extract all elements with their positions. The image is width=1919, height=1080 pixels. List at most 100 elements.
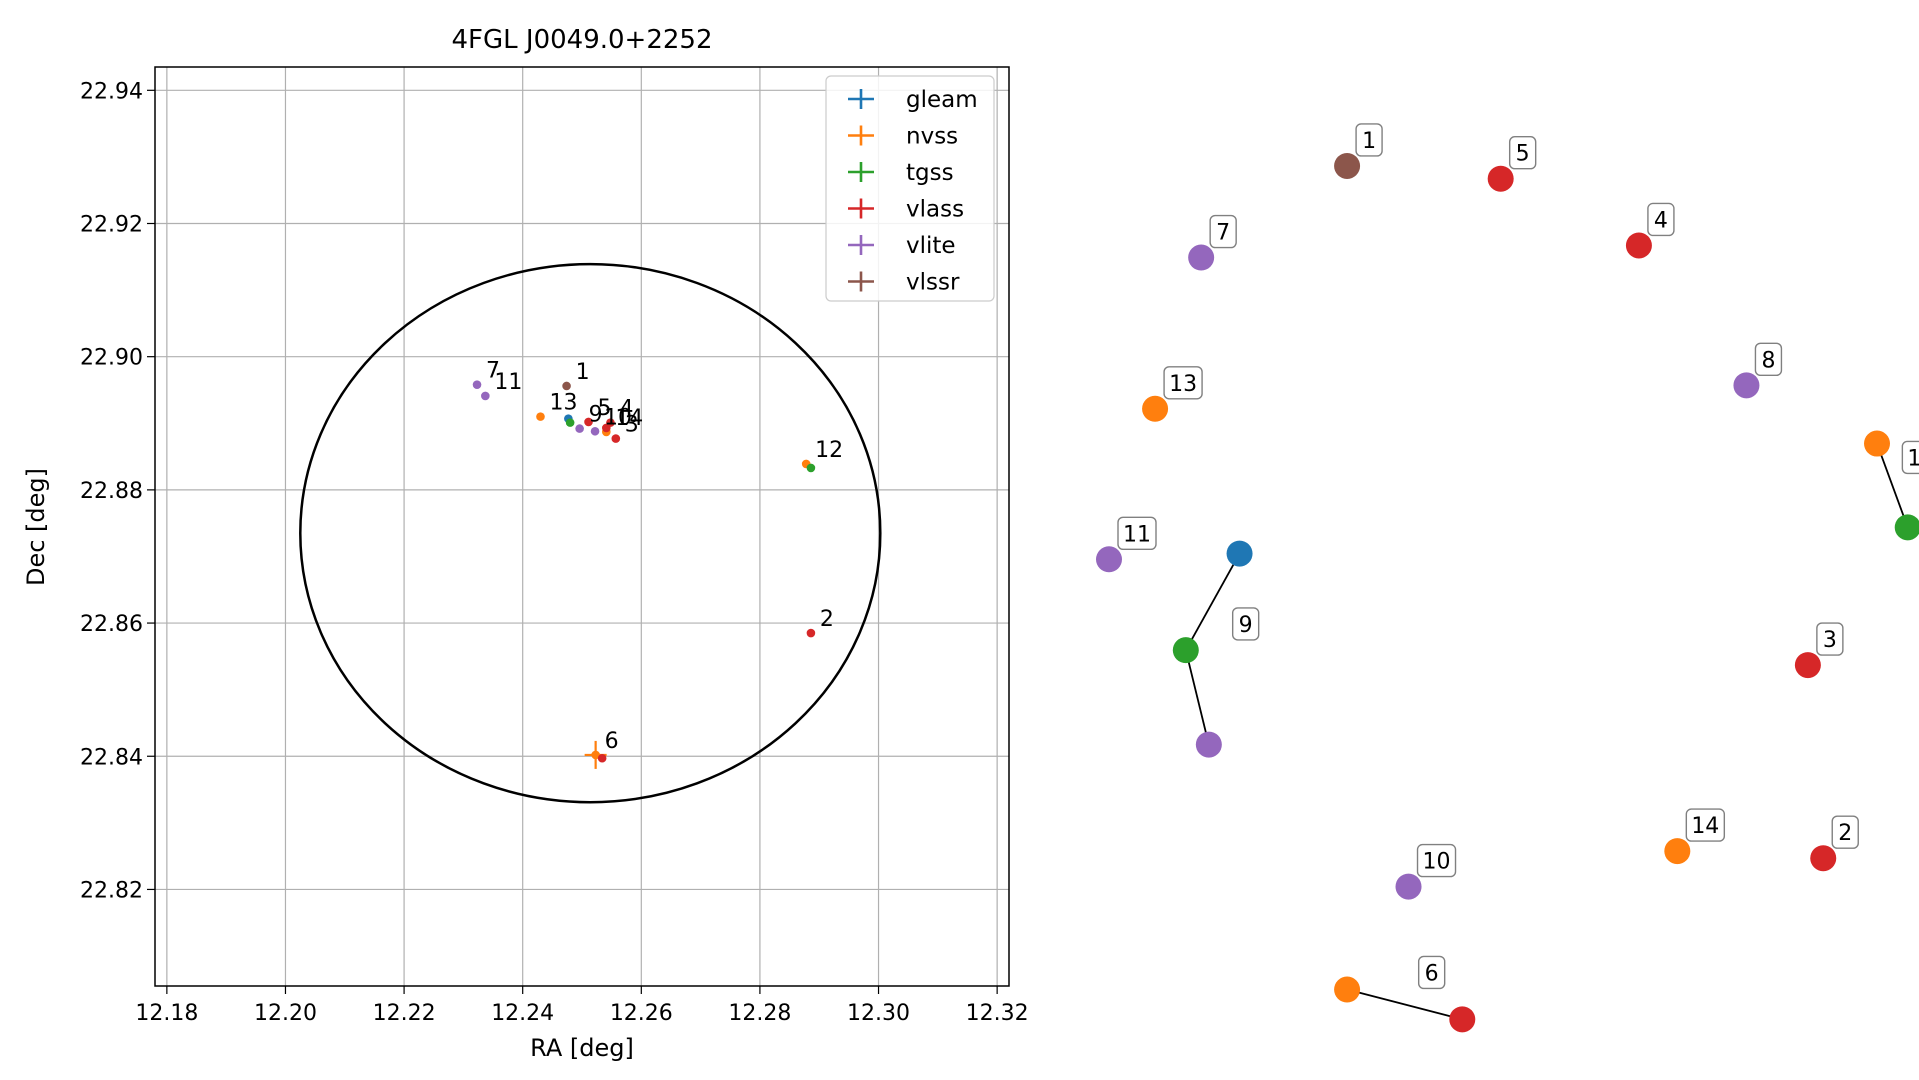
graph-label-box (1163, 366, 1203, 400)
graph-node-vlass (1449, 1006, 1476, 1033)
graph-node-vlssr (1334, 152, 1361, 179)
legend-label-vlite: vlite (906, 233, 956, 259)
graph-label: 7 (1216, 221, 1230, 246)
graph-edge (1184, 649, 1210, 745)
legend-label-vlssr: vlssr (906, 270, 960, 296)
graph-node-nvss (1334, 976, 1361, 1003)
graph-label-box (1816, 622, 1844, 656)
graph-node-nvss (1142, 395, 1169, 422)
x-tick-label: 12.22 (373, 1001, 436, 1026)
point-vlass (597, 753, 607, 763)
y-tick-label: 22.88 (80, 479, 143, 504)
graph-label: 3 (1823, 628, 1837, 653)
graph-label-box (1754, 342, 1783, 377)
graph-label-box (1416, 843, 1457, 878)
data-points (472, 380, 816, 769)
graph-label-box (1647, 202, 1675, 237)
graph-edges (1184, 443, 1909, 1021)
point-label: 2 (820, 607, 834, 632)
point-vlite (590, 426, 600, 436)
graph-label-box (1831, 815, 1859, 849)
point-label: 3 (625, 413, 639, 438)
x-tick-label: 12.32 (966, 1001, 1029, 1026)
y-axis-label: Dec [deg] (22, 468, 50, 586)
graph-nodes (1096, 152, 1919, 1033)
graph-node-vlite (1188, 244, 1215, 271)
graph-label-box (1508, 136, 1537, 170)
graph-label-box (1901, 440, 1919, 475)
legend-label-vlass: vlass (906, 197, 964, 223)
graph-node-vlite (1395, 873, 1422, 900)
source-graph: 1 5 4 7 8 13 12 11 9 3 14 2 10 6 (1096, 123, 1919, 1033)
error-ellipse-path (299, 262, 882, 804)
point-label: 11 (494, 370, 522, 395)
graph-node-tgss (1894, 514, 1919, 541)
legend: gleam nvss tgss vlass vlite vlssr (825, 75, 995, 302)
legend-label-gleam: gleam (906, 87, 978, 113)
point-label: 13 (549, 391, 577, 416)
graph-node-vlass (1794, 652, 1821, 679)
point-vlssr (562, 381, 571, 391)
y-tick-label: 22.82 (80, 878, 143, 903)
y-tick-label: 22.90 (80, 346, 143, 371)
graph-edge (1185, 553, 1241, 651)
x-tick-label: 12.28 (728, 1001, 791, 1026)
chart-title: 4FGL J0049.0+2252 (452, 25, 713, 55)
point-nvss (591, 750, 600, 760)
x-tick-label: 12.24 (491, 1001, 554, 1026)
graph-node-vlass (1487, 165, 1514, 192)
point-vlite (575, 424, 584, 433)
x-tick-label: 12.20 (254, 1001, 317, 1026)
point-label: 5 (598, 396, 612, 421)
graph-node-nvss (1864, 430, 1890, 457)
plot-frame (154, 66, 1010, 987)
point-tgss (565, 418, 575, 427)
point-label: 6 (605, 729, 619, 754)
point-label: 9 (589, 403, 603, 428)
point-vlass (806, 628, 816, 638)
point-label: 1 (576, 360, 590, 385)
graph-node-tgss (1172, 637, 1199, 664)
point-vlass (611, 434, 621, 443)
point-vlite (472, 380, 482, 389)
graph-label: 9 (1239, 613, 1253, 638)
graph-edge (1876, 443, 1909, 528)
point-label: 14 (615, 406, 643, 431)
x-tick-label: 12.26 (610, 1001, 673, 1026)
y-tick-label: 22.84 (80, 745, 143, 770)
point-vlite (481, 391, 490, 401)
graph-node-vlass (1625, 232, 1652, 259)
y-tick-label: 22.86 (80, 612, 143, 637)
y-tick-label: 22.94 (80, 79, 143, 104)
y-tick-label: 22.92 (80, 212, 143, 237)
x-tick-label: 12.30 (847, 1001, 910, 1026)
graph-label-box (1417, 955, 1446, 990)
graph-node-gleam (1226, 540, 1253, 567)
point-label: 4 (619, 397, 633, 422)
graph-node-vlite (1096, 546, 1122, 573)
graph-label: 2 (1838, 821, 1852, 846)
graph-edge (1346, 988, 1463, 1021)
point-vlass (606, 418, 615, 427)
graph-label: 12 (1907, 446, 1919, 471)
graph-label: 11 (1123, 522, 1151, 547)
graph-label-box (1231, 607, 1260, 641)
graph-label-box (1355, 123, 1383, 157)
point-tgss (806, 463, 816, 473)
legend-label-tgss: tgss (906, 160, 954, 186)
graph-labels: 1 5 4 7 8 13 12 11 9 3 14 2 10 6 (1117, 123, 1919, 990)
legend-label-nvss: nvss (906, 124, 958, 150)
point-label: 10 (604, 405, 632, 430)
error-ellipse (299, 262, 882, 804)
graph-label-box (1209, 214, 1237, 249)
graph-node-vlite (1195, 731, 1222, 758)
x-axis-label: RA [deg] (530, 1034, 634, 1062)
graph-label: 4 (1654, 208, 1668, 233)
graph-node-vlite (1733, 372, 1760, 399)
graph-label: 8 (1761, 348, 1775, 373)
graph-label: 1 (1362, 129, 1376, 154)
graph-label: 13 (1169, 372, 1197, 397)
